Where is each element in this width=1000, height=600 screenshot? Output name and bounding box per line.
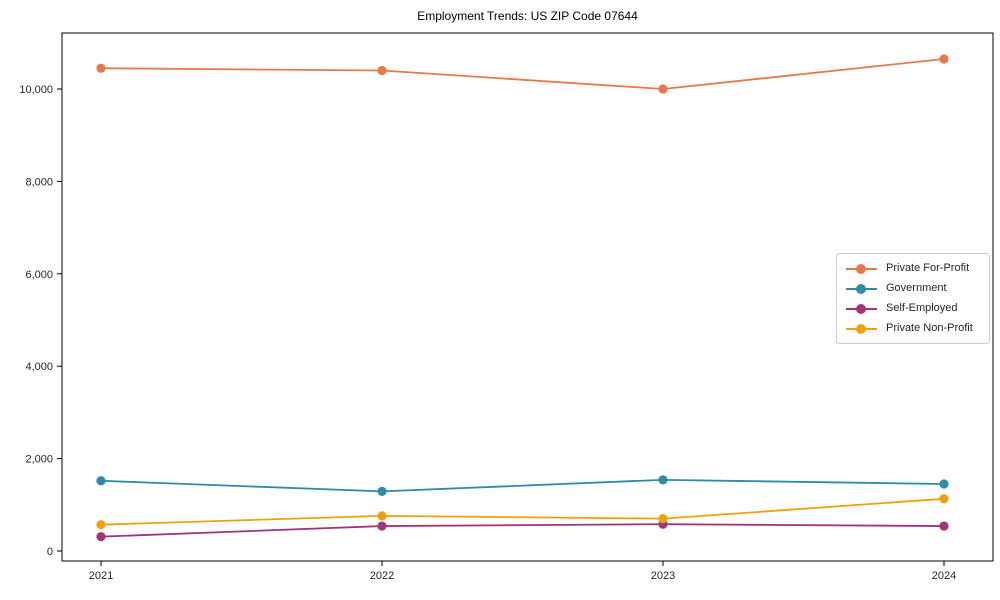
y-tick-label: 0	[47, 546, 53, 558]
data-point	[96, 532, 106, 542]
y-tick-label: 8,000	[25, 176, 53, 188]
x-tick-label: 2021	[89, 570, 113, 582]
data-point	[96, 63, 106, 73]
x-tick-label: 2024	[932, 570, 956, 582]
data-point	[377, 486, 387, 497]
legend-dot	[856, 283, 866, 294]
legend: Private For-Profit Government Self-Employe…	[836, 253, 990, 344]
y-tick-label: 4,000	[25, 361, 53, 373]
legend-label: Self-Employed	[886, 302, 958, 314]
legend-dot	[856, 263, 866, 274]
x-tick-label: 2023	[651, 570, 675, 582]
data-point	[658, 475, 668, 485]
data-point	[377, 521, 387, 531]
legend-marker-icon	[846, 283, 877, 294]
legend-item: Self-Employed	[846, 302, 981, 315]
series-line-private-non-profit	[100, 497, 945, 526]
data-point	[96, 520, 106, 530]
y-tick-label: 6,000	[25, 269, 53, 281]
legend-marker-icon	[846, 303, 877, 314]
legend-marker-icon	[846, 323, 877, 334]
data-point	[939, 54, 949, 64]
legend-marker-icon	[846, 263, 877, 274]
legend-dot	[856, 303, 866, 314]
plot-frame	[61, 32, 994, 562]
legend-label: Private For-Profit	[886, 262, 970, 274]
data-point	[658, 84, 668, 94]
data-point	[658, 514, 668, 524]
data-point	[377, 65, 387, 76]
legend-label: Government	[886, 282, 947, 294]
series-line-private-for-profit	[100, 58, 945, 90]
legend-dot	[856, 323, 866, 334]
data-point	[377, 511, 387, 521]
legend-label: Private Non-Profit	[886, 322, 973, 334]
y-tick-label: 10,000	[19, 84, 53, 96]
series-line-self-employed	[100, 523, 945, 538]
x-tick-label: 2022	[370, 570, 394, 582]
data-point	[939, 494, 949, 504]
data-point	[939, 521, 949, 531]
series-line-government	[100, 478, 945, 493]
legend-item: Government	[846, 282, 981, 295]
chart-title: Employment Trends: US ZIP Code 07644	[417, 9, 638, 23]
data-point	[939, 479, 949, 489]
legend-item: Private For-Profit	[846, 262, 981, 275]
y-tick-label: 2,000	[25, 454, 53, 466]
legend-item: Private Non-Profit	[846, 322, 981, 335]
data-point	[96, 476, 106, 486]
